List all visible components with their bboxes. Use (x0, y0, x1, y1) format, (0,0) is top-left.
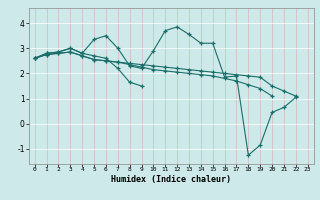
X-axis label: Humidex (Indice chaleur): Humidex (Indice chaleur) (111, 175, 231, 184)
